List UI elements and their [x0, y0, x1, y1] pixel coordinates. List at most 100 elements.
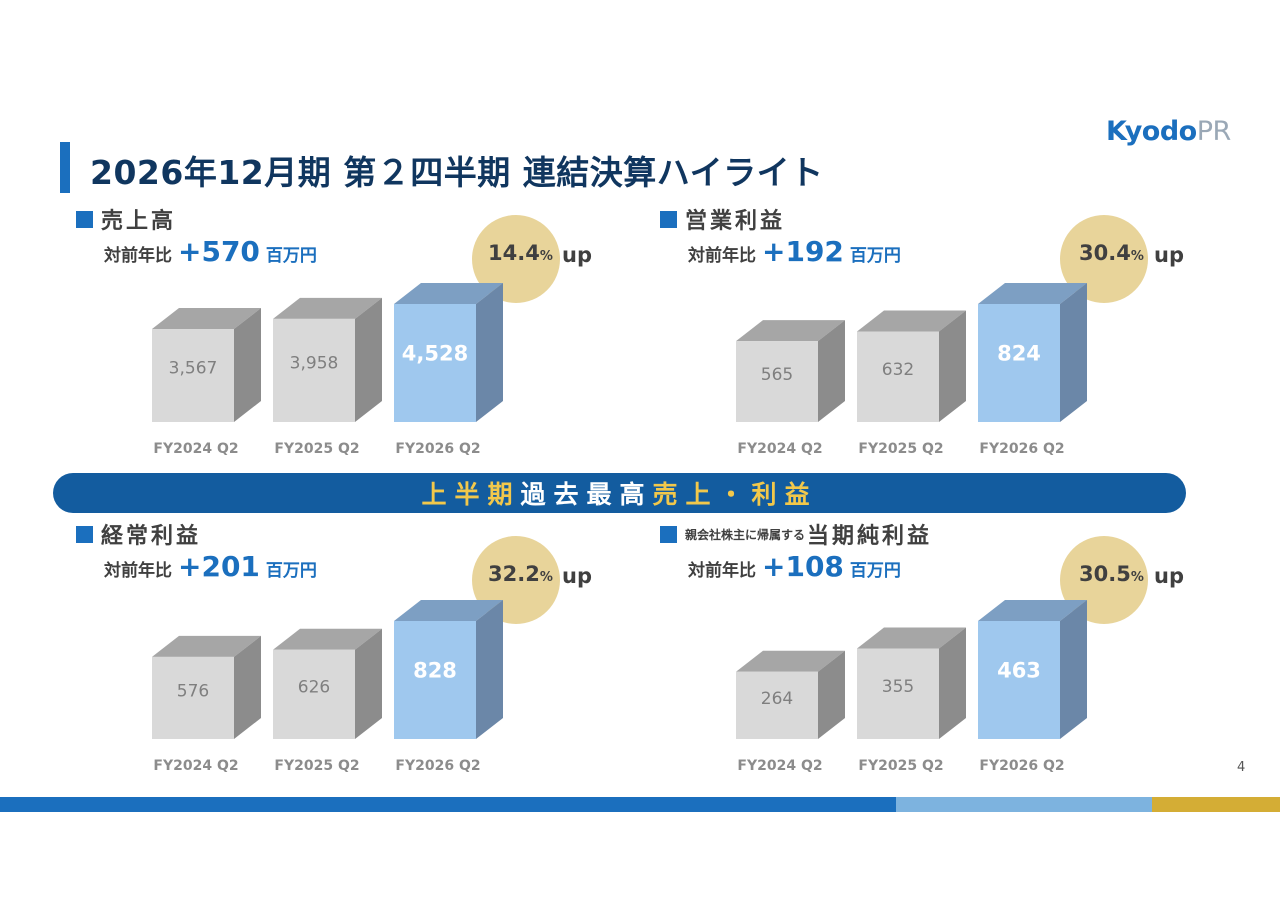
bar-value-label: 576	[177, 681, 209, 701]
growth-up-label: up	[1154, 243, 1184, 267]
category-label: FY2025 Q2	[858, 758, 943, 774]
bar-top-face	[394, 283, 503, 304]
bar-side-face	[476, 600, 503, 739]
bar	[736, 671, 818, 739]
bar-top-face	[978, 600, 1087, 621]
section-title: 当期純利益	[807, 524, 933, 549]
bar-side-face	[818, 320, 845, 422]
growth-percent: 32.2%	[488, 562, 553, 586]
bar-group: 355	[857, 627, 966, 739]
bar-top-face	[857, 310, 966, 332]
category-label: FY2025 Q2	[858, 441, 943, 457]
bar-value-label: 3,958	[290, 353, 339, 373]
growth-percent-value: 14.4	[488, 241, 540, 265]
bar-side-face	[355, 297, 382, 422]
yoy-value: +108	[762, 550, 844, 583]
section-square-icon	[660, 210, 677, 228]
bar-value-label: 3,567	[169, 359, 218, 379]
bar	[273, 318, 355, 422]
bar-side-face	[476, 283, 503, 422]
bar-value-label: 828	[413, 659, 457, 683]
bar-top-face	[736, 320, 845, 342]
category-label: FY2026 Q2	[979, 758, 1064, 774]
section-square-icon	[76, 525, 93, 543]
bar-side-face	[234, 308, 261, 422]
bar-top-face	[394, 600, 503, 621]
bar	[152, 329, 234, 422]
panel-net-sales: 売上高 対前年比 +570 百万円 14.4% up 3,567 FY2024 Q…	[52, 205, 652, 465]
section-heading: 親会社株主に帰属する 当期純利益	[660, 520, 933, 549]
growth-percent: 14.4%	[488, 241, 553, 265]
growth-percent-symbol: %	[539, 249, 553, 264]
bar-group: 824	[978, 283, 1087, 422]
bar-group: 828	[394, 600, 503, 739]
bar-top-face	[978, 283, 1087, 304]
panel-net-income: 親会社株主に帰属する 当期純利益 対前年比 +108 百万円 30.5% up …	[636, 520, 1236, 780]
yoy-change: 対前年比 +570 百万円	[104, 235, 317, 268]
yoy-unit: 百万円	[265, 561, 317, 581]
growth-percent-value: 30.5	[1079, 562, 1131, 586]
bar-value-label: 463	[997, 659, 1041, 683]
bar-group: 565	[736, 320, 845, 422]
growth-percent-value: 32.2	[488, 562, 540, 586]
bar-value-label: 824	[997, 342, 1041, 366]
bar	[152, 656, 234, 739]
footer-stripe-gold	[1152, 797, 1280, 812]
bar-value-label: 632	[882, 360, 914, 380]
bar-chart-net-sales: 3,567 FY2024 Q2 3,958 FY2025 Q2 4,528 FY2026 …	[152, 283, 503, 457]
record-high-banner: 上半期 過去最高 売上・利益	[53, 473, 1186, 513]
yoy-change: 対前年比 +192 百万円	[688, 235, 901, 268]
bar-group: 3,567	[152, 308, 261, 422]
panel-operating-profit: 営業利益 対前年比 +192 百万円 30.4% up 565 FY2024 Q2…	[636, 205, 1236, 465]
section-title: 売上高	[101, 209, 177, 234]
banner-text-record: 過去最高	[520, 480, 653, 509]
section-title: 営業利益	[685, 209, 786, 234]
growth-percent: 30.4%	[1079, 241, 1144, 265]
category-label: FY2026 Q2	[979, 441, 1064, 457]
bar-chart-operating-profit: 565 FY2024 Q2 632 FY2025 Q2 824 FY2026 Q2	[736, 283, 1087, 457]
bar-top-face	[273, 297, 382, 319]
yoy-label: 対前年比	[688, 561, 756, 581]
growth-percent-symbol: %	[539, 570, 553, 585]
bar-group: 463	[978, 600, 1087, 739]
bar-group: 264	[736, 650, 845, 739]
bar-side-face	[355, 628, 382, 739]
bar-side-face	[939, 627, 966, 739]
category-label: FY2025 Q2	[274, 441, 359, 457]
bar-value-label: 4,528	[402, 342, 468, 366]
bar-top-face	[736, 650, 845, 672]
bar	[394, 621, 476, 739]
growth-up-label: up	[1154, 564, 1184, 588]
bar-side-face	[939, 310, 966, 422]
banner-text-items: 売上・利益	[652, 480, 818, 509]
bar-value-label: 565	[761, 365, 793, 385]
growth-up-label: up	[562, 564, 592, 588]
section-square-icon	[660, 525, 677, 543]
category-label: FY2025 Q2	[274, 758, 359, 774]
yoy-value: +201	[178, 550, 260, 583]
yoy-unit: 百万円	[849, 246, 901, 266]
category-label: FY2026 Q2	[395, 758, 480, 774]
yoy-value: +192	[762, 235, 844, 268]
bar	[273, 649, 355, 739]
bar-group: 3,958	[273, 297, 382, 422]
growth-percent-symbol: %	[1130, 570, 1144, 585]
yoy-unit: 百万円	[265, 246, 317, 266]
category-label: FY2024 Q2	[737, 758, 822, 774]
yoy-value: +570	[178, 235, 260, 268]
bar-group: 4,528	[394, 283, 503, 422]
growth-percent-symbol: %	[1130, 249, 1144, 264]
yoy-label: 対前年比	[104, 561, 172, 581]
section-title: 経常利益	[101, 524, 202, 549]
yoy-change: 対前年比 +108 百万円	[688, 550, 901, 583]
footer-stripe-light-blue	[896, 797, 1152, 812]
footer-stripe-blue	[0, 797, 896, 812]
category-label: FY2024 Q2	[737, 441, 822, 457]
section-heading: 経常利益	[76, 520, 202, 549]
bar-top-face	[152, 635, 261, 657]
bar-group: 626	[273, 628, 382, 739]
bar-chart-ordinary-profit: 576 FY2024 Q2 626 FY2025 Q2 828 FY2026 Q2	[152, 600, 503, 774]
yoy-label: 対前年比	[104, 246, 172, 266]
bar-side-face	[818, 650, 845, 739]
